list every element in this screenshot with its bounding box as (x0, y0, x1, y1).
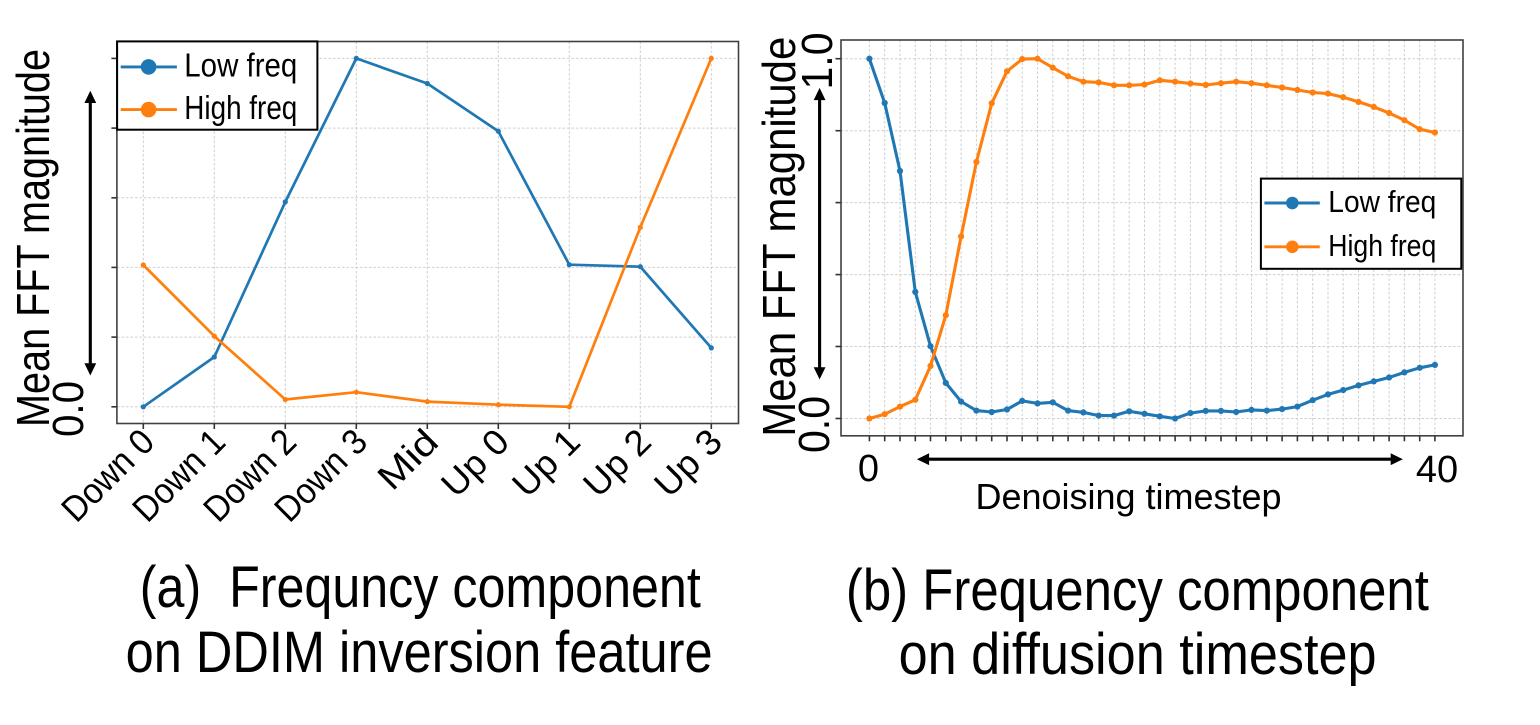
svg-text:Denoising timestep: Denoising timestep (976, 476, 1282, 517)
svg-text:0.0: 0.0 (790, 396, 839, 453)
svg-text:(a) Frequncy component: (a) Frequncy component (140, 555, 701, 620)
svg-text:on DDIM inversion feature: on DDIM inversion feature (126, 620, 713, 685)
svg-text:Mean FFT magnitude: Mean FFT magnitude (753, 37, 805, 437)
svg-text:Low freq: Low freq (1328, 184, 1436, 219)
svg-text:Mean FFT magnitude: Mean FFT magnitude (7, 49, 59, 427)
svg-text:Low freq: Low freq (184, 47, 297, 84)
svg-text:High freq: High freq (1328, 228, 1436, 263)
svg-text:0: 0 (858, 448, 879, 490)
svg-text:0.0: 0.0 (44, 381, 93, 437)
svg-text:1.0: 1.0 (793, 33, 842, 90)
svg-text:on diffusion timestep: on diffusion timestep (899, 622, 1377, 687)
svg-text:High freq: High freq (184, 89, 297, 126)
svg-text:(b) Frequency component: (b) Frequency component (846, 558, 1429, 623)
svg-text:40: 40 (1416, 449, 1458, 491)
